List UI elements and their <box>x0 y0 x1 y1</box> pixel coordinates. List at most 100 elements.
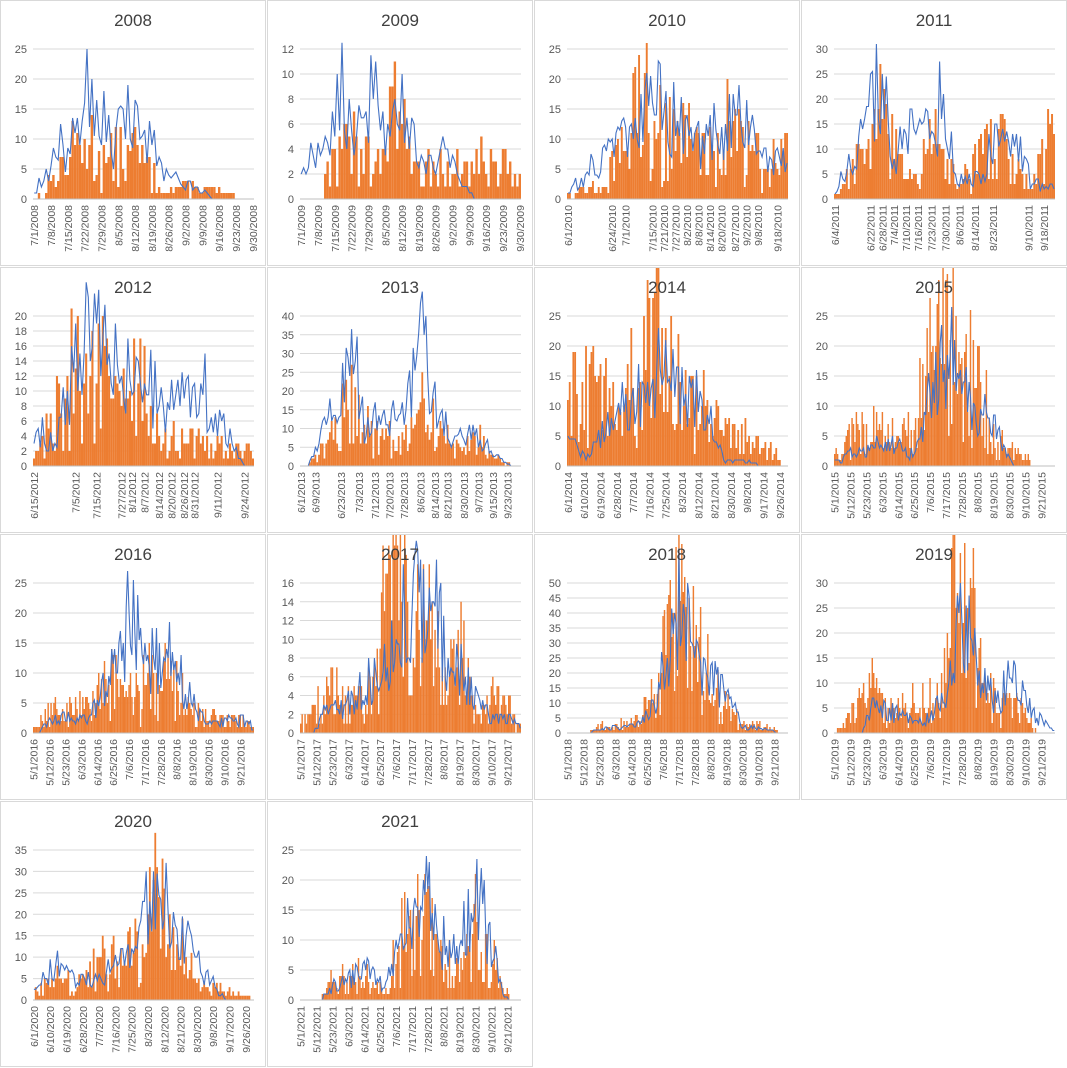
x-tick-label: 5/1/2019 <box>830 739 842 780</box>
x-tick-label: 8/6/2011 <box>954 205 966 245</box>
bar <box>1013 698 1015 733</box>
bar <box>714 700 716 733</box>
bar <box>605 187 608 199</box>
x-tick-label: 7/25/2020 <box>127 1006 139 1053</box>
bar <box>974 588 976 733</box>
bar <box>722 151 725 199</box>
bar <box>888 723 891 733</box>
bar <box>581 382 584 466</box>
bar <box>337 695 339 733</box>
y-tick-label: 35 <box>282 330 294 342</box>
x-tick-label: 5/23/2018 <box>595 739 607 786</box>
chart-title: 2014 <box>648 278 686 297</box>
bar <box>1007 698 1009 733</box>
bar <box>984 678 986 733</box>
bar <box>475 149 478 199</box>
bar <box>438 952 441 1000</box>
bar <box>995 713 998 733</box>
bar <box>214 451 217 466</box>
bar <box>366 964 368 1000</box>
bar <box>476 714 478 733</box>
bar <box>110 398 113 466</box>
bar <box>727 694 729 733</box>
x-tick-label: 8/5/2008 <box>113 205 125 246</box>
bar <box>762 448 765 466</box>
bar <box>174 451 177 466</box>
bar <box>43 978 46 1000</box>
bar <box>836 728 839 733</box>
bar <box>711 436 714 466</box>
series-line <box>567 548 788 734</box>
bar <box>379 982 381 1000</box>
bar <box>124 697 126 733</box>
y-tick-label: 15 <box>15 638 27 650</box>
bar <box>425 620 428 733</box>
y-tick-label: 2 <box>288 169 294 181</box>
chart-panel-2009: 0 2 4 6 8 10 12 7/1/2009 7/8/2009 7/15/2009 7/22/2… <box>267 0 533 266</box>
bar <box>623 721 625 733</box>
bar <box>936 304 938 466</box>
bar <box>67 970 70 1000</box>
x-tick-label: 9/10/2016 <box>219 739 231 786</box>
x-tick-label: 6/25/2016 <box>108 739 120 786</box>
bar <box>1007 448 1009 466</box>
x-tick-label: 7/28/2019 <box>957 739 969 786</box>
bar <box>592 346 595 466</box>
bar <box>220 715 223 733</box>
bar <box>45 982 48 1000</box>
bar <box>37 727 39 733</box>
bar <box>900 718 902 733</box>
bar <box>859 149 862 199</box>
bar <box>834 194 836 199</box>
bar <box>356 695 358 733</box>
bar <box>689 139 692 199</box>
bar <box>621 730 624 733</box>
bar <box>1023 713 1025 733</box>
bar <box>901 693 904 733</box>
bar <box>441 428 444 466</box>
bar <box>732 121 735 199</box>
bar <box>735 448 738 466</box>
bar <box>64 398 67 466</box>
bar <box>475 454 478 466</box>
bar <box>441 946 443 1000</box>
bar <box>225 727 227 733</box>
bar <box>1003 448 1005 466</box>
bar <box>786 133 788 199</box>
bar <box>943 364 946 466</box>
bar <box>1026 460 1028 466</box>
bar <box>152 880 155 1000</box>
bar <box>873 406 875 466</box>
x-tick-label: 6/22/2011 <box>866 205 878 251</box>
bar <box>508 994 510 1000</box>
bar <box>83 978 86 1000</box>
bar <box>173 667 175 733</box>
bar <box>970 194 973 199</box>
x-tick-label: 7/15/2010 <box>648 205 660 252</box>
bar <box>428 439 431 466</box>
bar <box>226 715 228 733</box>
bar <box>980 134 982 199</box>
bar <box>36 991 39 1000</box>
bar <box>208 187 211 199</box>
bar <box>657 133 660 199</box>
bar <box>111 649 113 733</box>
bar <box>365 976 367 1000</box>
bar <box>929 298 931 466</box>
bar <box>321 994 324 1000</box>
bar <box>314 704 316 733</box>
chart-panel-2008: 0 5 10 15 20 25 7/1/2008 7/8/2008 7/15/2008 7/22/… <box>0 0 266 266</box>
x-tick-label: 9/10/2018 <box>753 739 765 786</box>
bar <box>987 454 989 466</box>
bar <box>749 454 752 466</box>
bar <box>352 704 354 733</box>
bar <box>132 952 135 1000</box>
bar <box>574 352 577 466</box>
bar <box>71 991 73 1000</box>
bar <box>372 458 375 466</box>
bar <box>496 686 498 733</box>
y-tick-label: 30 <box>816 44 828 56</box>
bar <box>47 175 50 199</box>
bar <box>841 728 843 733</box>
x-tick-label: 6/3/2019 <box>877 739 889 780</box>
